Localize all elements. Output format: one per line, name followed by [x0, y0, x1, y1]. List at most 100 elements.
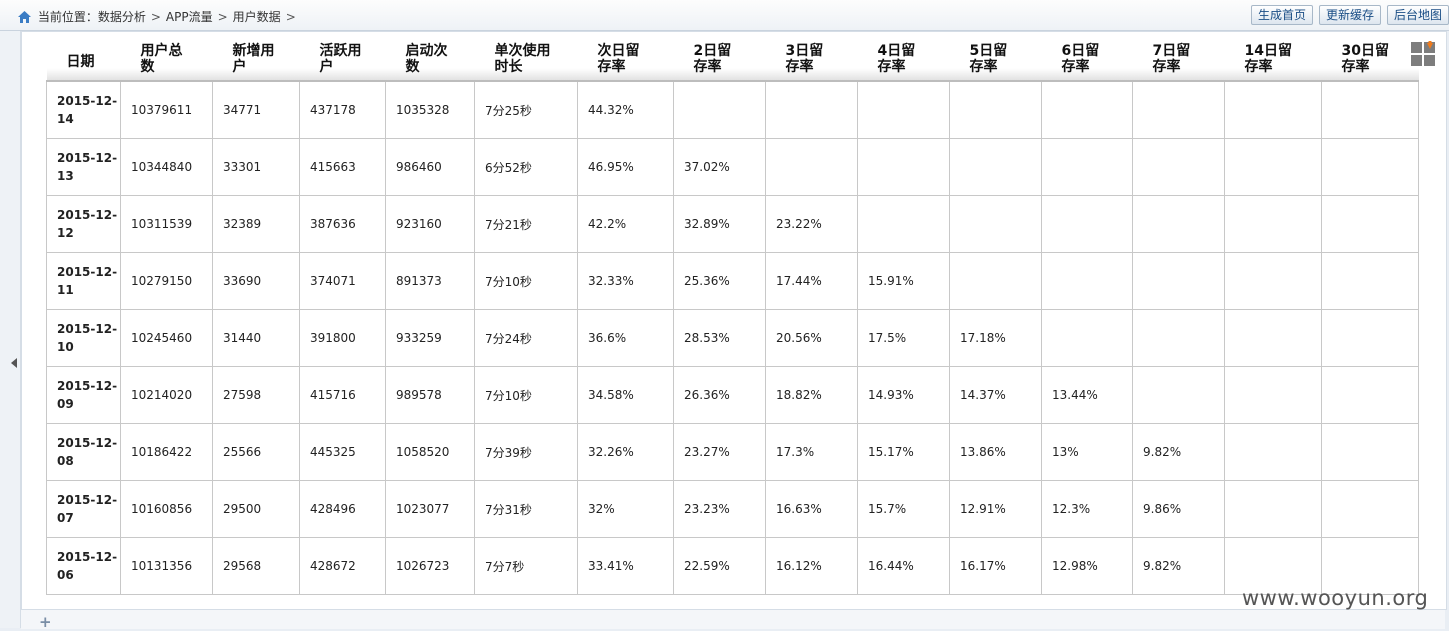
date-cell-line: 2015-12- [57, 493, 118, 507]
table-cell: 10214020 [120, 366, 213, 424]
table-header-row: 日期 用户总数新增用户活跃用户启动次数单次使用 时长 次日留 存率 2日留 存率 3日留 存率 4… [46, 41, 1419, 82]
table-cell: 42.2% [577, 195, 674, 253]
date-cell-line: 13 [57, 169, 74, 183]
table-cell: 933259 [385, 309, 475, 367]
table-cell [673, 80, 766, 139]
table-cell [1041, 138, 1133, 196]
generate-homepage-button[interactable]: 生成首页 [1250, 5, 1313, 25]
update-cache-button[interactable]: 更新缓存 [1318, 5, 1381, 25]
column-header[interactable]: 用户总数 [120, 41, 213, 82]
table-cell [1321, 252, 1419, 310]
table-cell [1224, 480, 1322, 538]
collapse-left-arrow-icon[interactable] [11, 358, 17, 368]
date-cell-line: 09 [57, 397, 74, 411]
table-cell [857, 138, 950, 196]
table-body: 2015-12- 14 10379611 34771 437178 1035328 7分25… [46, 80, 1419, 595]
table-cell: 17.5% [857, 309, 950, 367]
column-header[interactable]: 新增用户 [212, 41, 300, 82]
date-cell: 2015-12- 11 [46, 252, 121, 310]
table-cell: 10160856 [120, 480, 213, 538]
column-header[interactable]: 6日留 存率 [1041, 41, 1133, 82]
table-cell: 32.89% [673, 195, 766, 253]
table-cell [1041, 195, 1133, 253]
date-cell-line: 2015-12- [57, 151, 118, 165]
table-cell: 34.58% [577, 366, 674, 424]
table-cell: 23.23% [673, 480, 766, 538]
table-cell: 44.32% [577, 80, 674, 139]
column-header-line: 存率 [597, 59, 626, 75]
table-cell: 25566 [212, 423, 300, 481]
table-cell: 9.86% [1132, 480, 1225, 538]
table-cell: 12.91% [949, 480, 1042, 538]
table-cell: 15.17% [857, 423, 950, 481]
table-row: 2015-12- 11 10279150 33690 374071 891373 7分10秒… [46, 252, 1419, 310]
column-header[interactable]: 3日留 存率 [765, 41, 858, 82]
table-cell: 29500 [212, 480, 300, 538]
column-header-line: 4日留 [877, 43, 916, 59]
table-cell: 14.93% [857, 366, 950, 424]
column-header-line: 时长 [494, 59, 523, 75]
table-cell: 13.44% [1041, 366, 1133, 424]
table-cell [1132, 195, 1225, 253]
table-cell: 7分10秒 [474, 252, 578, 310]
column-header[interactable]: 启动次数 [385, 41, 475, 82]
column-header-line: 3日留 [785, 43, 824, 59]
date-cell-line: 2015-12- [57, 208, 118, 222]
plus-icon[interactable]: + [39, 613, 52, 631]
date-cell-line: 2015-12- [57, 265, 118, 279]
breadcrumb-separator: > [285, 10, 296, 24]
table-cell: 15.7% [857, 480, 950, 538]
date-cell-line: 07 [57, 511, 74, 525]
table-cell: 10186422 [120, 423, 213, 481]
table-cell: 29568 [212, 537, 300, 595]
table-cell: 25.36% [673, 252, 766, 310]
table-cell: 415663 [299, 138, 386, 196]
breadcrumb-item-analysis[interactable]: 数据分析 [97, 10, 146, 24]
home-icon[interactable] [18, 11, 31, 23]
table-cell [1321, 309, 1419, 367]
table-cell: 23.22% [765, 195, 858, 253]
table-cell [1224, 366, 1322, 424]
table-cell: 9.82% [1132, 423, 1225, 481]
breadcrumb-item-user-data[interactable]: 用户数据 [232, 10, 281, 24]
column-header-line: 5日留 [969, 43, 1008, 59]
column-header[interactable]: 日期 [46, 41, 121, 82]
table-cell [1224, 138, 1322, 196]
column-header-line: 用户总 [140, 43, 183, 59]
table-cell: 28.53% [673, 309, 766, 367]
column-header-line: 30日留 [1341, 43, 1389, 59]
table-cell: 18.82% [765, 366, 858, 424]
column-header[interactable]: 2日留 存率 [673, 41, 766, 82]
table-cell: 12.98% [1041, 537, 1133, 595]
column-header[interactable]: 单次使用 时长 [474, 41, 578, 82]
column-header[interactable]: 5日留 存率 [949, 41, 1042, 82]
table-cell [1224, 423, 1322, 481]
column-header[interactable]: 次日留 存率 [577, 41, 674, 82]
column-header-line: 14日留 [1244, 43, 1292, 59]
table-cell: 16.63% [765, 480, 858, 538]
column-header[interactable]: 7日留 存率 [1132, 41, 1225, 82]
column-header[interactable]: 14日留 存率 [1224, 41, 1322, 82]
column-header[interactable]: 30日留 存率 [1321, 41, 1419, 82]
table-cell [1224, 195, 1322, 253]
left-collapse-strip [0, 31, 21, 628]
breadcrumb-item-app-traffic[interactable]: APP流量 [165, 10, 213, 24]
column-header[interactable]: 4日留 存率 [857, 41, 950, 82]
table-cell: 10279150 [120, 252, 213, 310]
table-cell: 428672 [299, 537, 386, 595]
column-header-line: 7日留 [1152, 43, 1191, 59]
column-header-line: 2日留 [693, 43, 732, 59]
column-header[interactable]: 活跃用户 [299, 41, 386, 82]
top-bar: 当前位置：数据分析 > APP流量 > 用户数据 > 生成首页 更新缓存 后台地图 [0, 0, 1449, 31]
column-header-line: 次日留 [597, 43, 640, 59]
breadcrumb: 当前位置：数据分析 > APP流量 > 用户数据 > [18, 8, 301, 25]
column-header-line: 数 [140, 59, 155, 75]
grid-dropdown-icon[interactable] [1410, 41, 1436, 67]
table-cell: 36.6% [577, 309, 674, 367]
table-cell [1321, 423, 1419, 481]
table-cell: 32.26% [577, 423, 674, 481]
backend-map-button[interactable]: 后台地图 [1386, 5, 1449, 25]
table-cell: 31440 [212, 309, 300, 367]
table-cell: 10311539 [120, 195, 213, 253]
column-header-line: 单次使用 [494, 43, 551, 59]
